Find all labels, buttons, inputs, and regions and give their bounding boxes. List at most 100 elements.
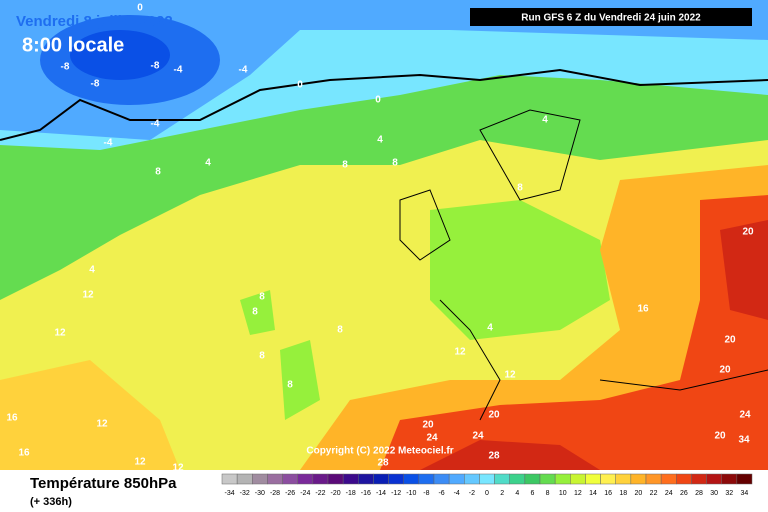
colorbar-label: -14 [376, 490, 386, 497]
contour-label: 20 [488, 410, 500, 421]
colorbar-cell [448, 473, 465, 485]
colorbar-label: 20 [635, 490, 643, 497]
colorbar-cell [494, 473, 510, 485]
colorbar-cell [706, 473, 722, 485]
contour-label: 16 [6, 413, 18, 424]
colorbar-cell [736, 473, 753, 485]
colorbar-cell [630, 473, 647, 485]
contour-label: 8 [252, 307, 258, 318]
colorbar-cell [660, 473, 677, 485]
colorbar-label: 10 [559, 490, 567, 497]
colorbar-cell [433, 473, 450, 485]
colorbar-label: -20 [331, 490, 341, 497]
contour-label: 34 [738, 435, 750, 446]
colorbar-label: 8 [546, 490, 550, 497]
contour-label: 8 [259, 292, 265, 303]
colorbar-cell [479, 473, 495, 485]
contour-label: 4 [89, 265, 95, 276]
colorbar-label: 28 [695, 490, 703, 497]
colorbar-label: 16 [604, 490, 612, 497]
contour-label: 20 [714, 431, 726, 442]
contour-label: 0 [297, 80, 303, 91]
colorbar-cell [342, 473, 359, 485]
colorbar-label: -30 [255, 490, 265, 497]
contour-label: -4 [104, 138, 113, 149]
colorbar-label: -12 [391, 490, 401, 497]
colorbar-cell [524, 473, 541, 485]
colorbar-label: -18 [346, 490, 356, 497]
colorbar-cell [691, 473, 707, 485]
contour-label: 12 [172, 463, 184, 474]
run-box [470, 8, 752, 26]
contour-label: 20 [422, 420, 434, 431]
colorbar-cell [388, 473, 404, 485]
contour-label: -8 [61, 62, 70, 73]
legend-title: Température 850hPa [30, 475, 177, 492]
contour-label: 16 [637, 304, 649, 315]
contour-label: 0 [375, 95, 381, 106]
colorbar-cell [358, 473, 374, 485]
colorbar-label: 18 [619, 490, 627, 497]
colorbar-label: -32 [240, 490, 250, 497]
colorbar-label: -26 [285, 490, 295, 497]
map-field [0, 0, 768, 470]
colorbar-cell [403, 473, 420, 485]
copyright: Copyright (C) 2022 Meteociel.fr [306, 446, 453, 457]
contour-label: 16 [18, 448, 30, 459]
colorbar-cell [297, 473, 314, 485]
contour-label: 8 [342, 160, 348, 171]
valid-date: Vendredi 8 juillet 2022 [16, 13, 173, 30]
colorbar-label: 32 [725, 490, 733, 497]
colorbar-label: -22 [315, 490, 325, 497]
colorbar-cell [645, 473, 662, 485]
contour-label: 12 [134, 457, 146, 468]
colorbar-label: 30 [710, 490, 718, 497]
colorbar-label: 0 [485, 490, 489, 497]
contour-label: 8 [517, 183, 523, 194]
colorbar-cell [312, 473, 329, 485]
contour-label: 8 [259, 351, 265, 362]
colorbar-cell [418, 473, 435, 485]
colorbar-label: -4 [454, 490, 460, 497]
contour-label: 12 [504, 370, 516, 381]
contour-label: 24 [472, 431, 484, 442]
contour-label: -4 [239, 65, 248, 76]
colorbar-label: 2 [500, 490, 504, 497]
colorbar-label: 12 [574, 490, 582, 497]
colorbar-cell [615, 473, 632, 485]
contour-label: -4 [151, 119, 160, 130]
contour-label: 12 [454, 347, 466, 358]
contour-label: 4 [377, 135, 383, 146]
colorbar-cell [282, 473, 298, 485]
contour-label: 8 [155, 167, 161, 178]
colorbar-label: 22 [650, 490, 658, 497]
colorbar-cell [539, 473, 556, 485]
run-info: Run GFS 6 Z du Vendredi 24 juin 2022 [521, 13, 701, 24]
contour-label: 12 [82, 290, 94, 301]
colorbar-label: -10 [406, 490, 416, 497]
contour-label: 20 [742, 227, 754, 238]
colorbar-cell [327, 473, 344, 485]
colorbar-cell [252, 473, 268, 485]
contour-label: 28 [488, 451, 500, 462]
colorbar-cell [464, 473, 480, 485]
contour-label: 12 [54, 328, 66, 339]
contour-label: -8 [91, 79, 100, 90]
colorbar-cell [585, 473, 601, 485]
colorbar-cell [236, 473, 253, 485]
colorbar-cell [570, 473, 586, 485]
colorbar-label: 14 [589, 490, 597, 497]
contour-label: 4 [487, 323, 493, 334]
colorbar-label: -24 [300, 490, 310, 497]
colorbar-cell [676, 473, 692, 485]
contour-label: 28 [377, 458, 389, 469]
colorbar-cell [554, 473, 571, 485]
contour-label: 20 [719, 365, 731, 376]
colorbar-cell [373, 473, 389, 485]
contour-label: 20 [724, 335, 736, 346]
contour-label: 24 [739, 410, 751, 421]
colorbar-cell [509, 473, 526, 485]
colorbar-label: 26 [680, 490, 688, 497]
